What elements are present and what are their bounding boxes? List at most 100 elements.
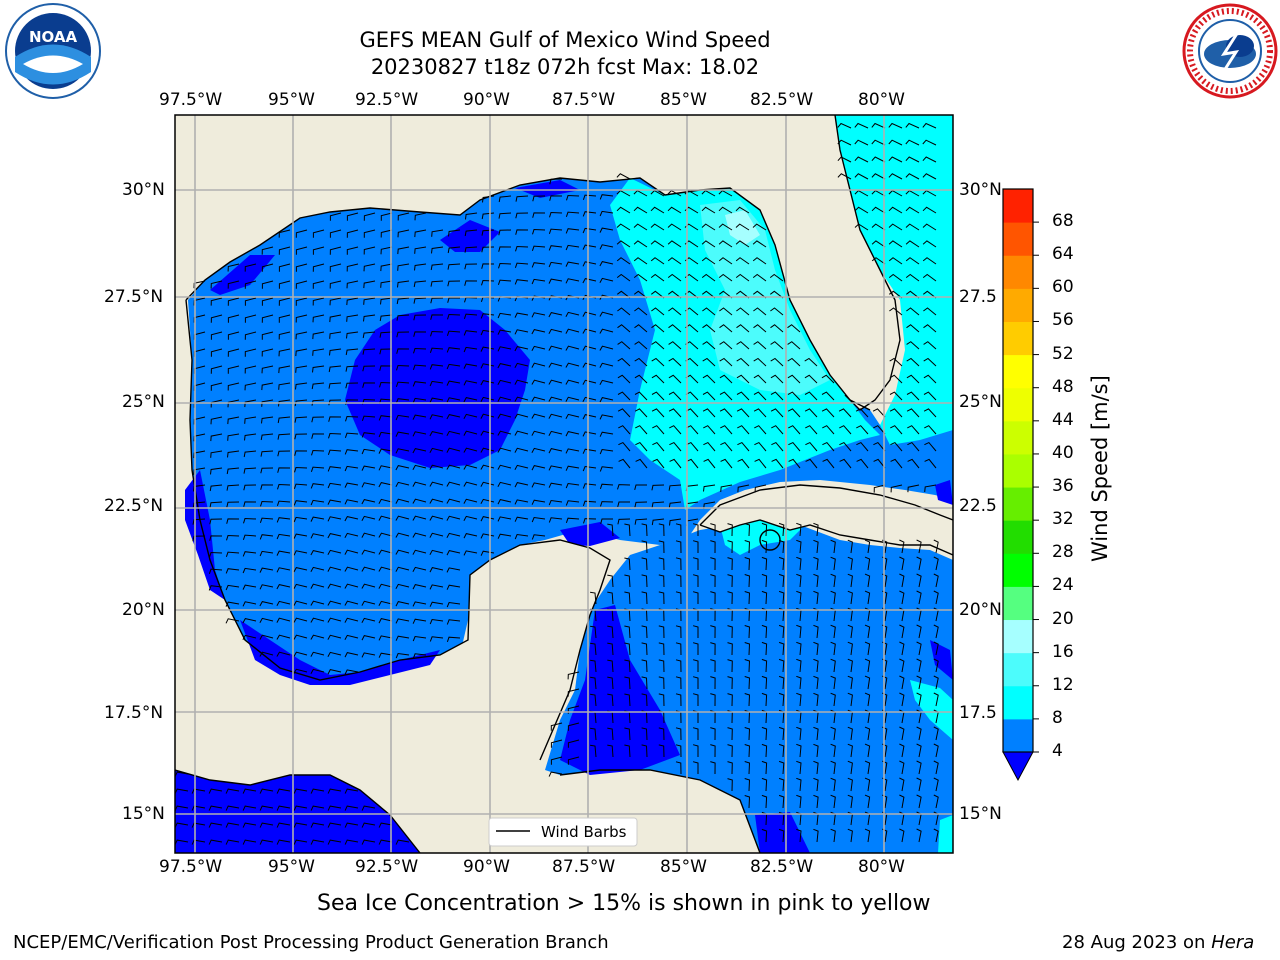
wind-barb [447,297,461,303]
wind-barb [242,788,257,794]
wind-barb [429,464,444,470]
wind-barb [310,805,325,811]
wind-barb [329,297,342,306]
wind-barb [871,206,886,214]
wind-barb [344,600,359,606]
wind-barb [514,430,529,436]
wind-barb [329,280,342,289]
wind-barb [310,822,325,828]
wind-barb [607,591,614,605]
wind-barb [278,382,291,390]
wind-barb [531,430,546,436]
wind-barb [208,805,223,811]
wind-barb [761,624,768,639]
wind-barb [310,466,325,472]
wind-barb [675,625,682,639]
wind-barb [813,658,819,673]
wind-barb [379,381,393,388]
wind-barb [675,523,682,537]
wind-barb [329,314,342,323]
wind-barb [413,297,427,304]
wind-barb [344,566,359,572]
wind-barb [599,466,614,472]
wind-barb [864,590,871,605]
colorbar-cell [1003,288,1033,322]
wind-barb [761,539,768,554]
wind-barb [531,245,546,251]
wind-barb [916,726,922,741]
wind-barb [736,391,750,401]
wind-barb [243,517,257,524]
wind-barb [710,676,716,690]
wind-barb [899,624,905,639]
wind-barb [378,822,393,828]
wind-barb [906,408,920,418]
wind-barb [582,414,597,420]
lon-tick-bottom: 92.5°W [355,857,419,877]
wind-barb [710,523,716,537]
wind-barb [599,379,614,386]
wind-barb [616,223,631,231]
wind-barb [727,642,733,656]
wind-barb [278,229,291,238]
wind-barb [227,331,240,340]
lon-tick-bottom: 80°W [858,857,905,877]
wind-barb [346,212,359,221]
wind-barb [744,540,751,554]
wind-barb [346,263,359,272]
wind-barb [278,331,291,340]
wind-barb [787,408,801,418]
wind-barb [830,760,836,775]
wind-barb [361,600,376,606]
wind-barb [244,399,257,408]
wind-barb [923,324,937,333]
wind-barb [761,556,768,571]
wind-barb [565,244,580,251]
wind-barb [788,441,801,452]
wind-barb [259,567,274,573]
wind-barb [916,573,922,588]
wind-barb [847,573,853,588]
wind-barb [380,212,393,221]
wind-barb [736,357,750,367]
wind-barb [933,539,939,554]
wind-barb [582,278,597,284]
wind-barb [617,374,631,384]
wind-barb [463,550,478,556]
wind-barb [378,482,393,488]
wind-barb [225,822,240,828]
wind-barb [599,483,614,490]
wind-barb [260,450,274,457]
wind-barb [675,744,682,758]
wind-barb [242,584,257,590]
wind-barb [847,675,853,690]
wind-barb [583,518,597,524]
wind-barb [864,675,871,690]
wind-barb [813,675,819,690]
wind-barb [412,566,427,573]
wind-barb [225,788,240,794]
wind-barb [378,431,393,438]
wind-barb [923,290,937,299]
wind-barb [446,330,461,336]
wind-barb [310,788,325,794]
wind-barb [429,414,444,420]
wind-barb [192,535,206,542]
wind-barb [922,173,937,180]
wind-barb [378,515,393,521]
wind-barb [906,324,920,333]
wind-barb [813,573,819,588]
wind-barb [624,557,631,571]
wind-barb [582,227,597,234]
wind-barb [744,778,751,792]
lat-tick-right: 17.5 [959,703,997,723]
wind-barb [446,447,461,453]
wind-barb [617,341,631,350]
wind-barb [293,567,308,573]
wind-barb [855,408,869,418]
wind-barb [414,229,427,238]
wind-barb [864,556,871,571]
wind-barb [778,624,785,639]
wind-barb [397,263,410,271]
